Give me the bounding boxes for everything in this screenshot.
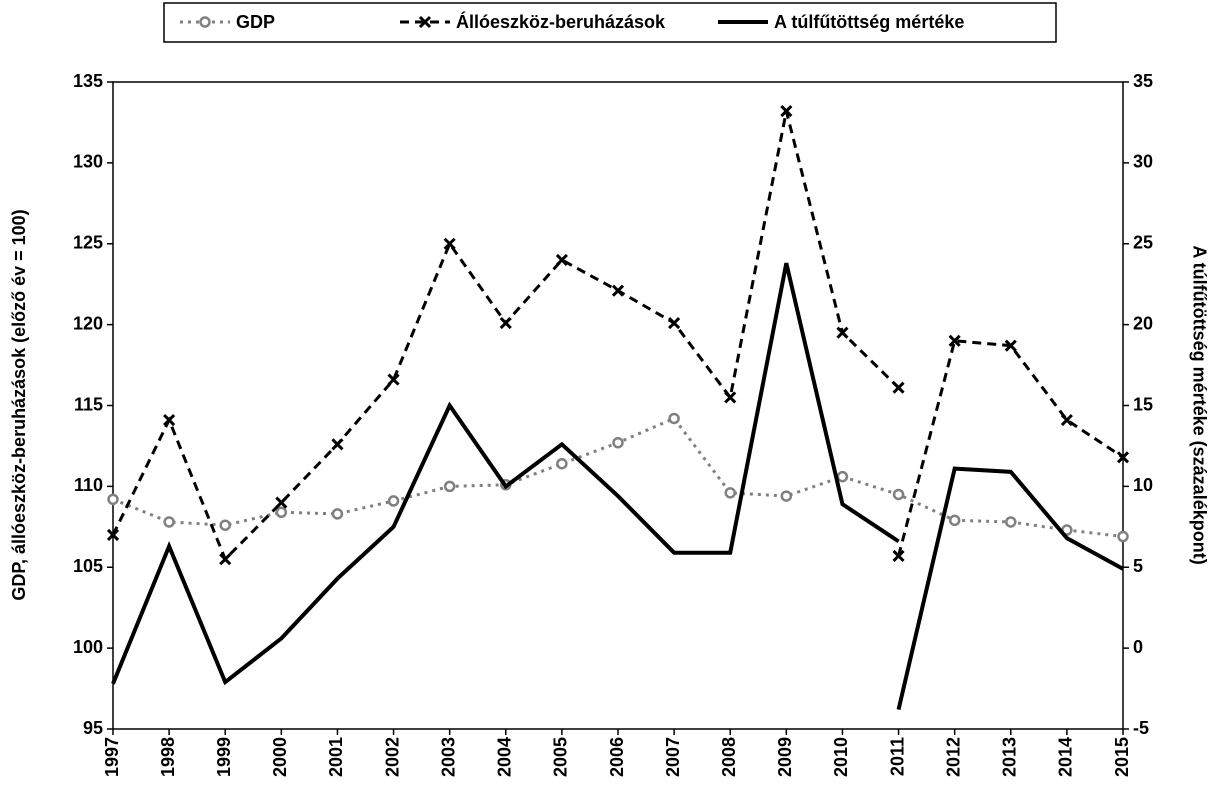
y2-tick-label: 25 <box>1133 233 1153 253</box>
x-tick-label: 1999 <box>214 737 234 777</box>
y-tick-label: 105 <box>73 556 103 576</box>
marker <box>107 493 119 506</box>
x-tick-label: 2011 <box>887 737 907 776</box>
y2-tick-label: 35 <box>1133 71 1153 91</box>
legend-item: GDP <box>180 12 275 32</box>
legend-item: A túlfűtöttség mértéke <box>718 12 964 32</box>
legend-item: Állóeszköz-beruházások <box>400 11 666 32</box>
marker <box>387 373 400 386</box>
marker <box>418 15 432 29</box>
legend-label: A túlfűtöttség mértéke <box>774 12 964 32</box>
legend-box <box>163 2 1057 43</box>
x-tick-label: 2012 <box>943 737 963 777</box>
y2-tick-label: 15 <box>1133 394 1153 414</box>
marker <box>443 480 456 493</box>
marker <box>1116 451 1130 464</box>
marker <box>892 549 905 562</box>
marker <box>556 457 568 470</box>
marker <box>1005 516 1017 528</box>
x-tick-label: 2001 <box>326 737 346 777</box>
marker <box>1060 413 1073 427</box>
marker <box>892 381 905 394</box>
x-tick-label: 2000 <box>270 737 290 777</box>
marker <box>948 334 961 347</box>
y-tick-label: 130 <box>73 152 103 172</box>
y2-tick-label: 30 <box>1133 152 1153 172</box>
x-tick-label: 2009 <box>775 737 795 777</box>
marker <box>836 326 849 339</box>
y-tick-label: 135 <box>73 71 103 91</box>
y-tick-label: 100 <box>73 637 103 657</box>
x-tick-label: 2014 <box>1056 737 1076 777</box>
marker <box>555 253 568 266</box>
marker <box>892 488 905 501</box>
marker <box>331 508 344 520</box>
marker <box>275 506 288 519</box>
y-tick-label: 95 <box>83 718 103 738</box>
x-tick-label: 2006 <box>607 737 627 777</box>
marker <box>387 495 400 507</box>
marker <box>780 490 793 502</box>
marker <box>331 438 344 451</box>
marker <box>219 519 231 531</box>
x-tick-label: 2004 <box>495 737 515 777</box>
y-tick-label: 110 <box>74 475 103 495</box>
marker <box>163 516 175 528</box>
x-tick-label: 2013 <box>1000 737 1020 777</box>
x-tick-label: 1998 <box>158 737 178 777</box>
marker <box>163 413 176 427</box>
series-line <box>111 262 1124 711</box>
marker <box>611 284 625 297</box>
y-axis-title: GDP, állóeszköz-beruházások (előző év = … <box>9 209 29 600</box>
x-tick-label: 2007 <box>663 737 683 777</box>
marker <box>219 553 232 566</box>
marker <box>199 16 211 28</box>
marker <box>443 237 456 250</box>
marker <box>668 412 680 425</box>
marker <box>499 316 512 330</box>
y2-axis-title: A túlfűtöttség mértéke (százalékpont) <box>1189 245 1209 564</box>
marker <box>948 514 961 527</box>
x-tick-label: 2002 <box>382 737 402 777</box>
series-line <box>111 110 1124 562</box>
marker <box>275 496 288 509</box>
marker <box>780 105 793 118</box>
marker <box>1004 339 1017 352</box>
x-tick-label: 2005 <box>551 737 571 777</box>
y2-tick-label: -5 <box>1133 718 1149 738</box>
marker <box>106 528 120 541</box>
x-tick-label: 2003 <box>438 737 458 777</box>
y2-tick-label: 5 <box>1133 556 1143 576</box>
y-tick-label: 125 <box>73 233 103 253</box>
marker <box>724 487 736 499</box>
y-tick-label: 120 <box>73 313 103 333</box>
legend-label: Állóeszköz-beruházások <box>456 11 666 32</box>
x-tick-label: 1997 <box>102 737 122 777</box>
marker <box>612 436 624 449</box>
y2-tick-label: 20 <box>1133 313 1153 333</box>
plot-frame <box>112 81 1124 730</box>
y-tick-label: 115 <box>74 394 103 414</box>
y2-tick-label: 0 <box>1133 637 1143 657</box>
y2-tick-label: 10 <box>1133 475 1153 495</box>
marker <box>836 470 849 483</box>
marker <box>668 316 681 330</box>
x-tick-label: 2008 <box>719 737 739 777</box>
x-tick-label: 2015 <box>1112 737 1132 777</box>
legend-label: GDP <box>236 12 275 32</box>
x-tick-label: 2010 <box>831 737 851 777</box>
marker <box>724 391 737 404</box>
marker <box>1117 530 1129 543</box>
